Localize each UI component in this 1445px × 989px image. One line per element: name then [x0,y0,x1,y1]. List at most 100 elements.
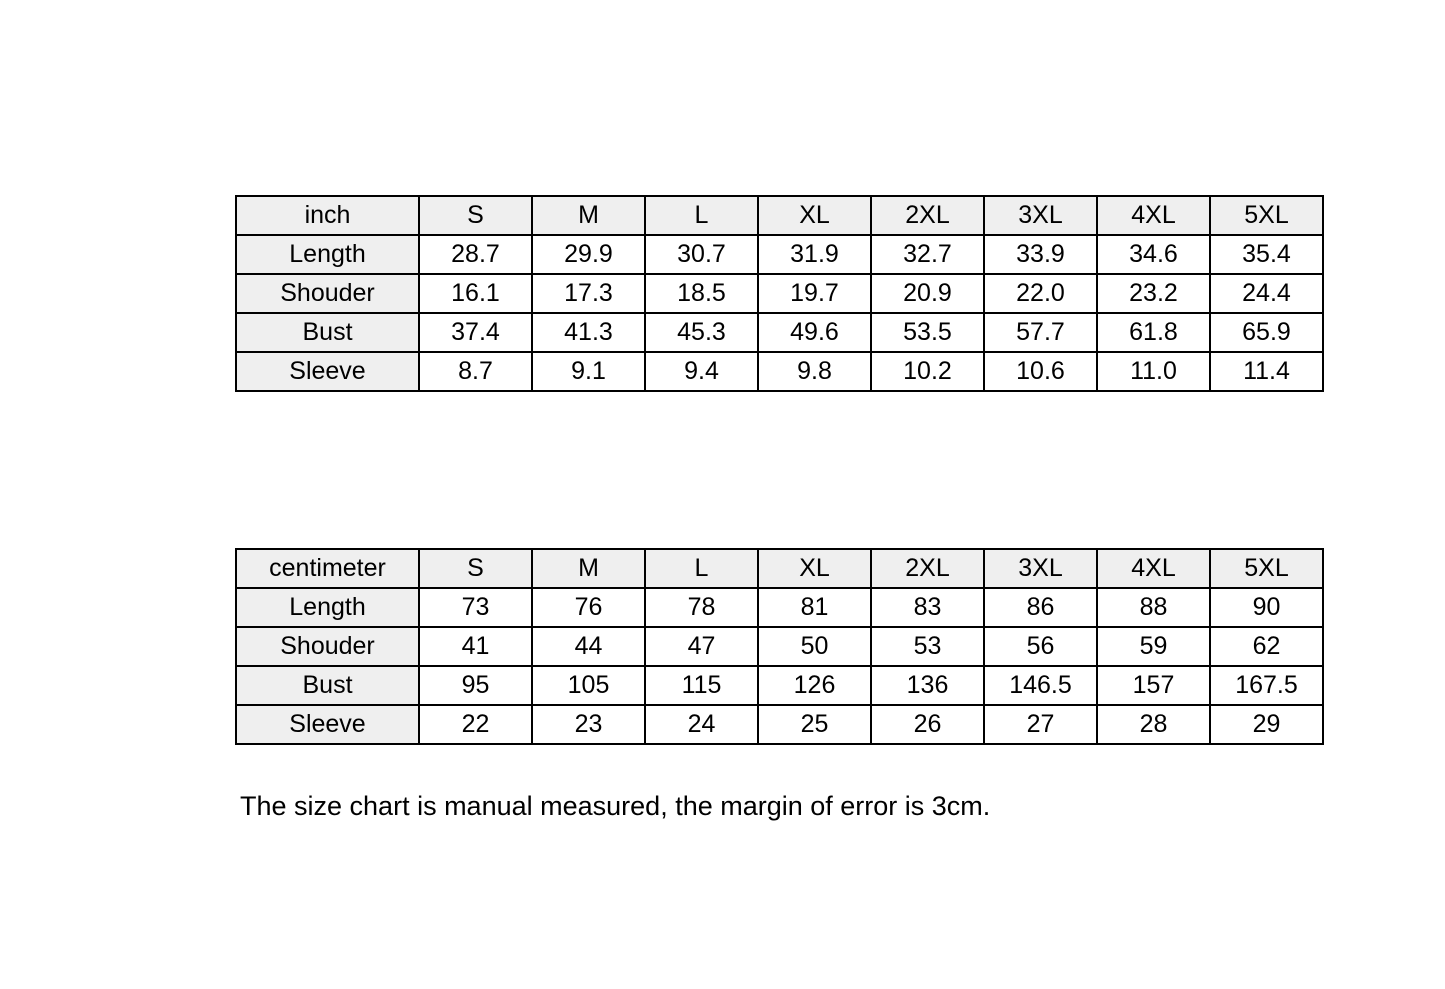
size-header-cell: L [644,548,759,589]
size-table: inch S M L XL 2XL 3XL 4XL 5XL Length 28.7 29.9 30.7 3… [235,195,1324,392]
value-cell: 136 [870,665,985,706]
value-cell: 25 [757,704,872,745]
value-cell: 157 [1096,665,1211,706]
row-label-cell: Sleeve [235,351,420,392]
value-cell: 53.5 [870,312,985,353]
size-table: centimeter S M L XL 2XL 3XL 4XL 5XL Length 73 76 78 8… [235,548,1324,745]
value-cell: 19.7 [757,273,872,314]
value-cell: 57.7 [983,312,1098,353]
value-cell: 76 [531,587,646,628]
size-header-cell: 2XL [870,195,985,236]
value-cell: 20.9 [870,273,985,314]
value-cell: 16.1 [418,273,533,314]
size-header-cell: 2XL [870,548,985,589]
size-header-cell: L [644,195,759,236]
row-label-cell: Length [235,587,420,628]
size-header-cell: XL [757,548,872,589]
value-cell: 35.4 [1209,234,1324,275]
value-cell: 45.3 [644,312,759,353]
table-row: Length 73 76 78 81 83 86 88 90 [235,587,1324,628]
value-cell: 23.2 [1096,273,1211,314]
value-cell: 26 [870,704,985,745]
size-header-cell: 4XL [1096,548,1211,589]
value-cell: 30.7 [644,234,759,275]
value-cell: 105 [531,665,646,706]
size-table-centimeter: centimeter S M L XL 2XL 3XL 4XL 5XL Length 73 76 78 8… [235,548,1324,745]
value-cell: 126 [757,665,872,706]
value-cell: 44 [531,626,646,667]
value-cell: 62 [1209,626,1324,667]
value-cell: 9.4 [644,351,759,392]
value-cell: 28.7 [418,234,533,275]
table-row: Shouder 16.1 17.3 18.5 19.7 20.9 22.0 23.2 24.4 [235,273,1324,314]
value-cell: 29 [1209,704,1324,745]
value-cell: 17.3 [531,273,646,314]
value-cell: 11.0 [1096,351,1211,392]
value-cell: 86 [983,587,1098,628]
size-header-cell: M [531,195,646,236]
value-cell: 9.8 [757,351,872,392]
measurement-note: The size chart is manual measured, the m… [240,791,991,821]
unit-label-cell: centimeter [235,548,420,589]
size-header-cell: M [531,548,646,589]
value-cell: 33.9 [983,234,1098,275]
value-cell: 8.7 [418,351,533,392]
table-row: Length 28.7 29.9 30.7 31.9 32.7 33.9 34.6 35.4 [235,234,1324,275]
value-cell: 73 [418,587,533,628]
size-header-cell: 4XL [1096,195,1211,236]
table-row: Bust 37.4 41.3 45.3 49.6 53.5 57.7 61.8 65.9 [235,312,1324,353]
size-header-cell: 3XL [983,548,1098,589]
table-row: Sleeve 22 23 24 25 26 27 28 29 [235,704,1324,745]
value-cell: 146.5 [983,665,1098,706]
row-label-cell: Bust [235,312,420,353]
value-cell: 10.2 [870,351,985,392]
table-header-row: inch S M L XL 2XL 3XL 4XL 5XL [235,195,1324,236]
value-cell: 31.9 [757,234,872,275]
size-header-cell: S [418,548,533,589]
row-label-cell: Length [235,234,420,275]
row-label-cell: Shouder [235,626,420,667]
table-row: Sleeve 8.7 9.1 9.4 9.8 10.2 10.6 11.0 11.4 [235,351,1324,392]
value-cell: 59 [1096,626,1211,667]
value-cell: 90 [1209,587,1324,628]
row-label-cell: Bust [235,665,420,706]
value-cell: 78 [644,587,759,628]
value-cell: 22 [418,704,533,745]
value-cell: 41 [418,626,533,667]
size-header-cell: S [418,195,533,236]
value-cell: 83 [870,587,985,628]
value-cell: 49.6 [757,312,872,353]
value-cell: 167.5 [1209,665,1324,706]
value-cell: 50 [757,626,872,667]
value-cell: 24 [644,704,759,745]
value-cell: 24.4 [1209,273,1324,314]
value-cell: 10.6 [983,351,1098,392]
size-header-cell: XL [757,195,872,236]
value-cell: 29.9 [531,234,646,275]
value-cell: 27 [983,704,1098,745]
value-cell: 53 [870,626,985,667]
table-row: Bust 95 105 115 126 136 146.5 157 167.5 [235,665,1324,706]
value-cell: 9.1 [531,351,646,392]
value-cell: 65.9 [1209,312,1324,353]
size-table-inch: inch S M L XL 2XL 3XL 4XL 5XL Length 28.7 29.9 30.7 3… [235,195,1324,392]
value-cell: 88 [1096,587,1211,628]
size-header-cell: 5XL [1209,195,1324,236]
size-header-cell: 5XL [1209,548,1324,589]
row-label-cell: Sleeve [235,704,420,745]
unit-label-cell: inch [235,195,420,236]
value-cell: 37.4 [418,312,533,353]
value-cell: 81 [757,587,872,628]
value-cell: 34.6 [1096,234,1211,275]
value-cell: 22.0 [983,273,1098,314]
value-cell: 28 [1096,704,1211,745]
value-cell: 56 [983,626,1098,667]
value-cell: 23 [531,704,646,745]
value-cell: 95 [418,665,533,706]
size-header-cell: 3XL [983,195,1098,236]
row-label-cell: Shouder [235,273,420,314]
value-cell: 18.5 [644,273,759,314]
value-cell: 61.8 [1096,312,1211,353]
value-cell: 11.4 [1209,351,1324,392]
table-row: Shouder 41 44 47 50 53 56 59 62 [235,626,1324,667]
